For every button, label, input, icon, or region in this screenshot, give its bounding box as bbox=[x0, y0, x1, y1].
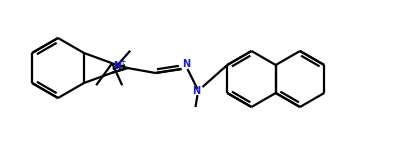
Text: N: N bbox=[182, 59, 190, 69]
Text: N: N bbox=[113, 61, 121, 71]
Text: +: + bbox=[119, 57, 125, 66]
Text: N: N bbox=[193, 86, 201, 96]
